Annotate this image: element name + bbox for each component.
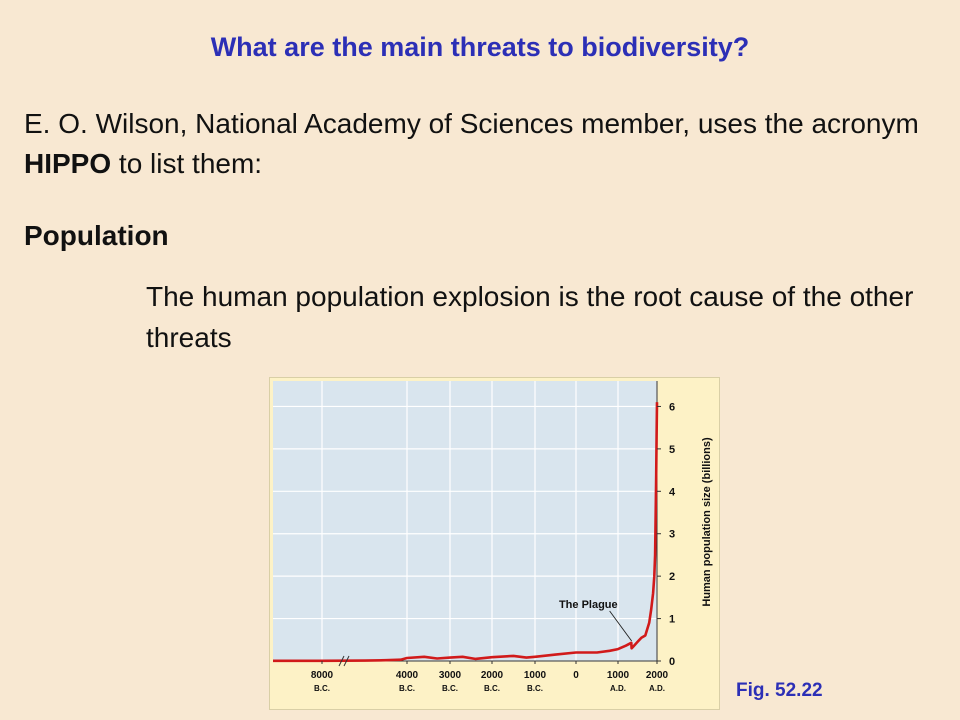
slide-title: What are the main threats to biodiversit… bbox=[210, 32, 750, 62]
x-tick-sublabel: B.C. bbox=[484, 684, 500, 693]
x-tick-label: 3000 bbox=[439, 670, 462, 681]
figure-caption: Fig. 52.22 bbox=[736, 680, 823, 701]
axis-break-mark bbox=[343, 655, 350, 667]
acronym-hippo: HIPPO bbox=[24, 148, 112, 179]
plot-area bbox=[273, 381, 657, 661]
y-tick-label: 4 bbox=[669, 486, 676, 498]
x-tick-label: 2000 bbox=[646, 670, 669, 681]
x-tick-sublabel: B.C. bbox=[399, 684, 415, 693]
population-chart-figure: 8000 B.C. 4000 B.C. 3000 B.C. 2000 B.C. 1000 B.C.… bbox=[269, 377, 720, 710]
x-tick-sublabel: A.D. bbox=[610, 684, 626, 693]
axis-break-mark bbox=[338, 655, 345, 667]
x-tick-label: 1000 bbox=[524, 670, 547, 681]
x-tick-label: 2000 bbox=[481, 670, 504, 681]
y-axis-title: Human population size (billions) bbox=[701, 437, 713, 607]
x-tick-label: 1000 bbox=[607, 670, 630, 681]
y-tick-label: 5 bbox=[669, 444, 675, 456]
x-tick-sublabel: B.C. bbox=[442, 684, 458, 693]
x-tick-sublabel: B.C. bbox=[527, 684, 543, 693]
intro-text: E. O. Wilson, National Academy of Scienc… bbox=[24, 104, 944, 184]
annotation-pointer bbox=[609, 610, 633, 642]
annotation-label: The Plague bbox=[559, 599, 618, 611]
y-tick-label: 2 bbox=[669, 571, 675, 583]
x-tick-sublabel: B.C. bbox=[314, 684, 330, 693]
population-line bbox=[273, 402, 659, 663]
y-tick-label: 0 bbox=[669, 656, 675, 668]
y-tick-label: 6 bbox=[669, 401, 675, 413]
x-tick-label: 0 bbox=[573, 670, 579, 681]
population-chart: 8000 B.C. 4000 B.C. 3000 B.C. 2000 B.C. 1000 B.C.… bbox=[273, 381, 713, 693]
y-tick-label: 3 bbox=[669, 529, 675, 541]
intro-text-end: to list them: bbox=[111, 148, 263, 179]
y-tick-label: 1 bbox=[669, 614, 675, 626]
x-tick-label: 8000 bbox=[311, 670, 334, 681]
section-heading: Population bbox=[24, 220, 169, 251]
x-tick-label: 4000 bbox=[396, 670, 419, 681]
body-text: The human population explosion is the ro… bbox=[146, 281, 914, 353]
intro-text-start: E. O. Wilson, National Academy of Scienc… bbox=[24, 108, 919, 139]
x-tick-sublabel: A.D. bbox=[649, 684, 665, 693]
